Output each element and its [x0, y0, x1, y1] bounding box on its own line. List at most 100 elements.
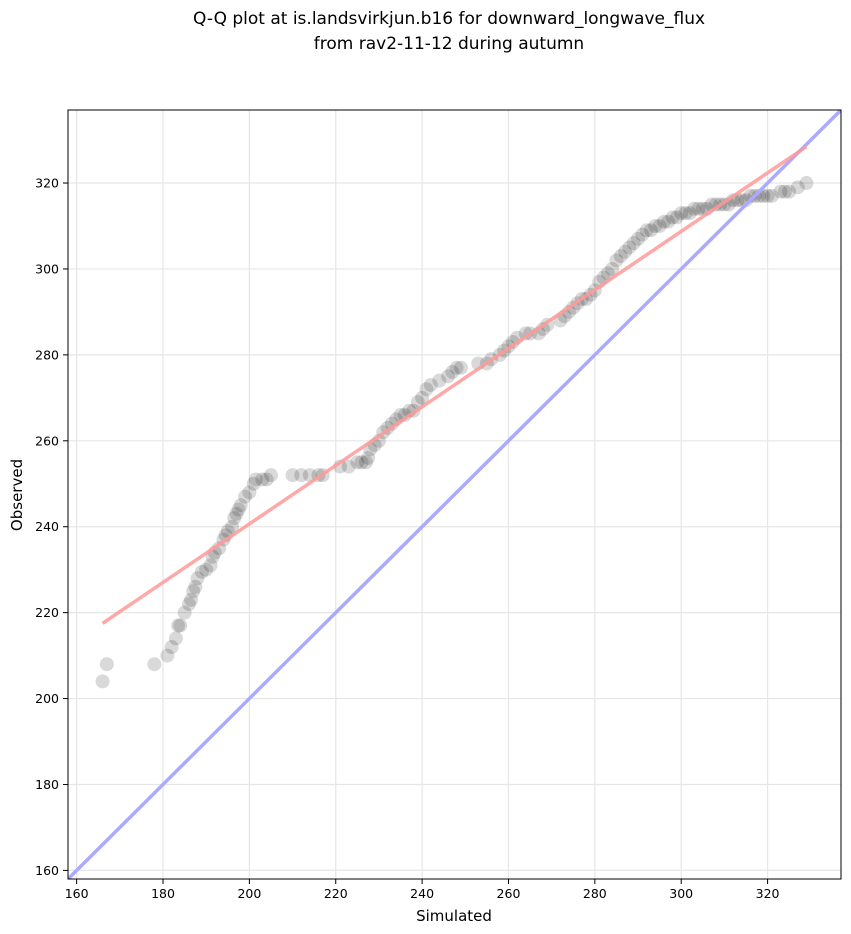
qq-point: [678, 206, 693, 221]
x-axis-label: Simulated: [416, 907, 492, 925]
qq-point: [199, 562, 214, 577]
qq-point: [635, 227, 650, 242]
qq-point: [341, 459, 356, 474]
qq-point: [782, 184, 797, 199]
plot-area: [68, 110, 841, 879]
qq-point: [687, 201, 702, 216]
qq-point: [415, 390, 430, 405]
qq-point: [171, 618, 186, 633]
qq-point: [423, 377, 438, 392]
qq-point: [147, 657, 162, 672]
qq-point: [738, 193, 753, 208]
qq-point: [605, 261, 620, 276]
qq-point: [354, 455, 369, 470]
qq-point: [441, 369, 456, 384]
qq-point: [777, 184, 792, 199]
qq-point: [708, 197, 723, 212]
qq-point: [453, 360, 468, 375]
qq-point: [99, 657, 114, 672]
qq-point: [751, 188, 766, 203]
qq-point: [184, 592, 199, 607]
qq-point: [190, 571, 205, 586]
qq-point: [227, 511, 242, 526]
qq-point: [691, 201, 706, 216]
y-axis-label: Observed: [8, 459, 26, 531]
qq-point: [384, 416, 399, 431]
qq-point: [661, 214, 676, 229]
qq-point: [674, 206, 689, 221]
qq-point: [518, 326, 533, 341]
qq-point: [229, 506, 244, 521]
qq-point: [285, 468, 300, 483]
qq-point: [626, 236, 641, 251]
qq-point: [609, 253, 624, 268]
x-tick-label: 300: [669, 886, 693, 901]
x-tick-label: 220: [324, 886, 348, 901]
x-tick-label: 160: [65, 886, 89, 901]
qq-point: [643, 223, 658, 238]
x-tick-label: 280: [583, 886, 607, 901]
qq-point: [233, 498, 248, 513]
qq-point: [259, 472, 274, 487]
chart-title-line-1: Q-Q plot at is.landsvirkjun.b16 for down…: [193, 9, 705, 29]
qq-point: [652, 218, 667, 233]
qq-point: [790, 180, 805, 195]
plot-frame: [67, 109, 842, 880]
qq-point: [419, 382, 434, 397]
qq-point: [799, 176, 814, 191]
qq-point: [505, 334, 520, 349]
x-tick-label: 180: [151, 886, 175, 901]
y-tick-label: 220: [35, 605, 59, 620]
qq-point: [773, 184, 788, 199]
qq-point: [205, 549, 220, 564]
qq-point: [194, 564, 209, 579]
qq-point: [760, 188, 775, 203]
qq-point: [579, 292, 594, 307]
qq-point: [618, 244, 633, 259]
qq-point: [648, 218, 663, 233]
axis-ticks: 160 180 200 220 240 260 280 300 320 160 180 200 220 2…: [35, 176, 779, 901]
y-tick-label: 300: [35, 261, 59, 276]
qq-point: [682, 206, 697, 221]
qq-point: [669, 210, 684, 225]
qq-point: [743, 188, 758, 203]
qq-point: [397, 408, 412, 423]
x-tick-label: 320: [756, 886, 780, 901]
y-tick-label: 320: [35, 176, 59, 191]
qq-point: [186, 584, 201, 599]
qq-point: [168, 631, 183, 646]
qq-point: [294, 468, 309, 483]
y-tick-label: 180: [35, 777, 59, 792]
qq-point: [639, 223, 654, 238]
y-tick-label: 200: [35, 691, 59, 706]
qq-point: [764, 188, 779, 203]
qq-point: [350, 455, 365, 470]
qq-point: [188, 579, 203, 594]
qq-point: [160, 648, 175, 663]
qq-point: [263, 468, 278, 483]
y-tick-label: 160: [35, 863, 59, 878]
plot-content: [68, 110, 841, 879]
qq-point: [203, 558, 218, 573]
qq-point: [246, 476, 261, 491]
qq-point: [631, 231, 646, 246]
x-tick-label: 240: [410, 886, 434, 901]
qq-point: [164, 640, 179, 655]
qq-point: [665, 210, 680, 225]
qq-point: [449, 360, 464, 375]
qq-point: [361, 450, 376, 465]
qq-point: [248, 472, 263, 487]
qq-point: [231, 502, 246, 517]
reference-line: [68, 110, 841, 879]
qq-point: [173, 618, 188, 633]
qq-point: [255, 472, 270, 487]
qq-point: [181, 597, 196, 612]
qq-point: [358, 455, 373, 470]
y-tick-label: 240: [35, 519, 59, 534]
fit-line: [101, 145, 808, 625]
qq-point: [238, 489, 253, 504]
qq-point: [622, 240, 637, 255]
qq-point: [95, 674, 110, 689]
qq-point: [242, 485, 257, 500]
